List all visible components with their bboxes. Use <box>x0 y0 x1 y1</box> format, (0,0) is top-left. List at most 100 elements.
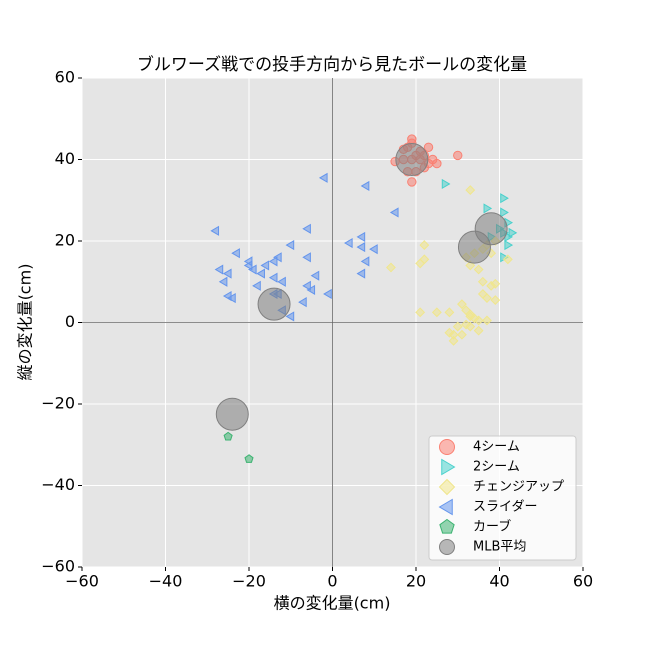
legend-label: 4シーム <box>473 440 520 455</box>
x-tick-label: 40 <box>489 572 509 591</box>
data-point <box>360 180 370 192</box>
data-point <box>227 292 236 304</box>
x-tick-label: 60 <box>573 572 593 591</box>
data-point <box>302 280 311 291</box>
data-point <box>465 185 476 195</box>
data-point <box>360 256 370 267</box>
data-point <box>306 284 316 295</box>
data-point <box>260 260 270 271</box>
data-point <box>419 240 430 250</box>
data-point <box>395 143 429 176</box>
data-point <box>252 280 261 291</box>
data-point <box>323 288 332 300</box>
data-point <box>244 454 254 463</box>
data-point <box>453 150 463 161</box>
y-tick-label: −40 <box>41 475 75 494</box>
legend-label: スライダー <box>473 500 537 515</box>
data-point <box>482 315 492 326</box>
legend-marker <box>441 458 456 476</box>
legend-marker <box>439 518 455 534</box>
data-point <box>310 270 320 281</box>
data-point <box>256 268 265 279</box>
points <box>210 134 518 463</box>
data-point <box>490 278 501 289</box>
data-point <box>268 256 278 267</box>
x-tick-label: −60 <box>65 572 99 591</box>
data-point <box>473 264 484 275</box>
data-point <box>482 293 492 303</box>
x-tick-label: 0 <box>327 572 337 591</box>
data-point <box>356 242 366 253</box>
y-tick-label: 20 <box>55 231 75 250</box>
legend-label: チェンジアップ <box>473 480 564 495</box>
data-point <box>356 268 366 279</box>
y-tick-label: 40 <box>55 149 75 168</box>
data-point <box>431 307 442 318</box>
legend-box <box>428 435 577 561</box>
data-point <box>215 397 249 431</box>
data-point <box>457 329 467 340</box>
x-tick-label: −40 <box>149 572 183 591</box>
data-point <box>415 307 426 318</box>
data-point <box>223 431 233 441</box>
data-point <box>444 307 455 318</box>
data-point <box>356 231 366 242</box>
data-point <box>500 207 509 218</box>
legend-label: カーブ <box>473 519 511 535</box>
data-point <box>210 225 220 236</box>
x-axis-label: 横の変化量(cm) <box>274 594 391 613</box>
data-point <box>285 311 295 322</box>
data-point <box>277 276 286 287</box>
data-point <box>432 158 442 169</box>
data-point <box>222 268 232 279</box>
data-point <box>247 264 257 275</box>
data-point <box>369 244 378 255</box>
legend-marker <box>438 498 453 516</box>
data-point <box>243 256 253 267</box>
y-tick-label: −20 <box>41 394 75 413</box>
data-point <box>508 227 518 238</box>
data-point <box>441 178 451 190</box>
data-point <box>407 177 417 187</box>
data-point <box>389 207 399 218</box>
data-point <box>302 223 311 234</box>
chart-title: ブルワーズ戦での投手方向から見たボールの変化量 <box>137 54 527 75</box>
data-point <box>483 203 493 214</box>
data-point <box>465 311 476 322</box>
data-point <box>218 276 228 287</box>
y-axis-label: 縦の変化量(cm) <box>16 264 35 381</box>
x-tick-label: 20 <box>406 572 426 591</box>
data-point <box>344 237 353 249</box>
data-point <box>457 299 467 310</box>
data-point <box>444 327 455 338</box>
data-point <box>419 254 430 265</box>
data-point <box>298 297 307 308</box>
data-point <box>457 230 491 264</box>
data-point <box>477 276 488 287</box>
legend-marker <box>439 439 455 455</box>
x-tick-label: −20 <box>232 572 266 591</box>
legend-label: 2シーム <box>473 460 520 475</box>
y-tick-label: 0 <box>65 312 75 331</box>
data-point <box>273 252 282 263</box>
data-point <box>473 325 484 336</box>
data-point <box>504 240 514 251</box>
data-point <box>268 272 278 283</box>
data-point <box>502 254 513 265</box>
legend-label: MLB平均 <box>473 540 526 555</box>
y-tick-label: −60 <box>41 557 75 576</box>
legend-marker <box>439 539 455 555</box>
data-point <box>490 295 501 305</box>
data-point <box>318 172 328 183</box>
y-tick-label: 60 <box>55 68 75 87</box>
data-point <box>302 252 311 263</box>
data-point <box>500 193 509 204</box>
data-point <box>214 264 224 275</box>
data-point <box>386 262 396 273</box>
data-point <box>423 142 434 152</box>
data-point <box>448 335 459 346</box>
legend-marker <box>438 478 456 496</box>
data-point <box>473 315 484 326</box>
